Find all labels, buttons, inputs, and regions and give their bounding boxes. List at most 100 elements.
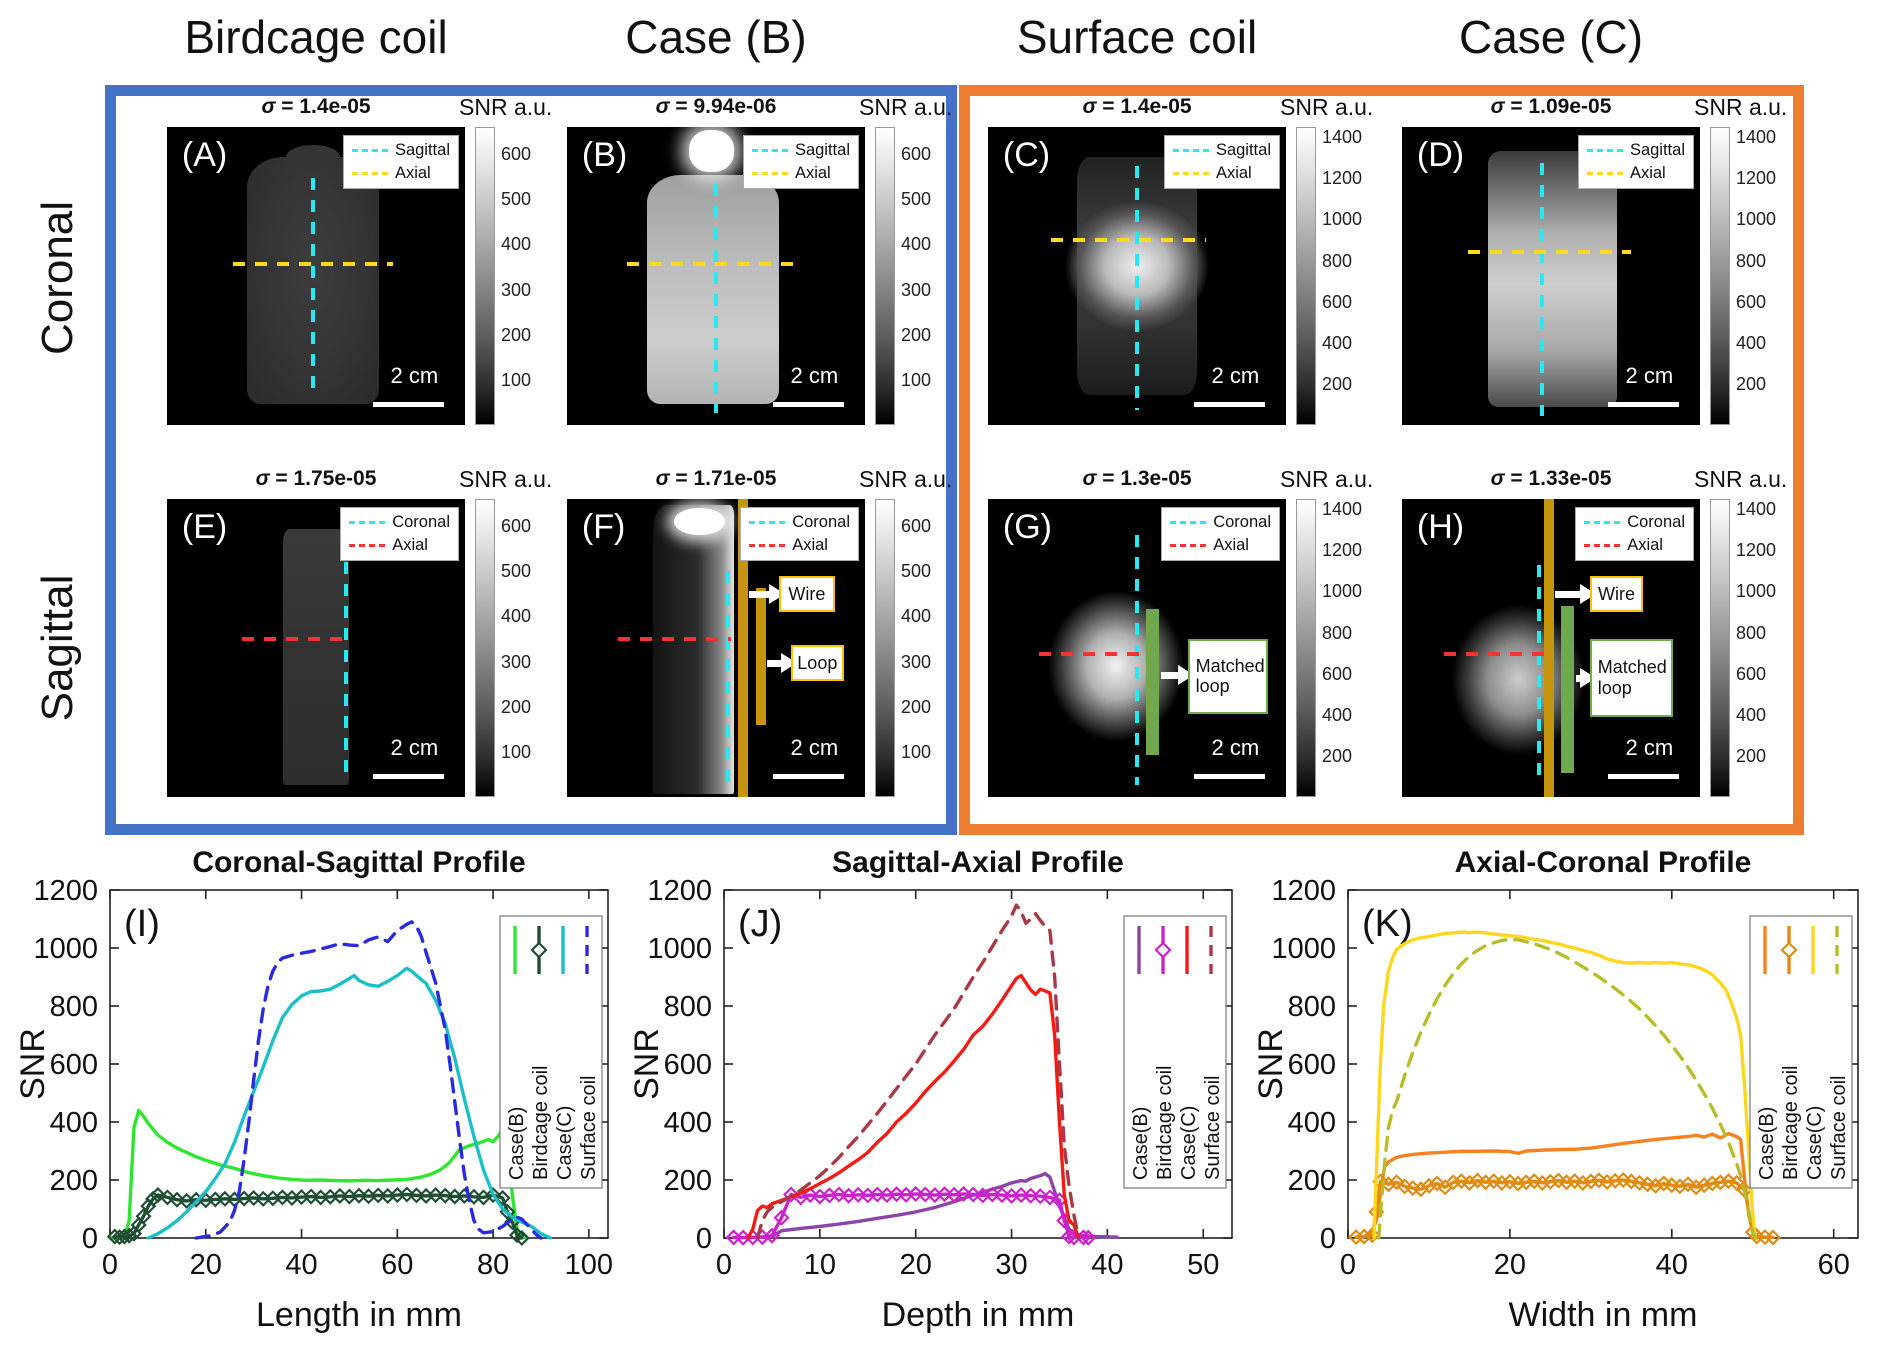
x-tick-label: 20	[900, 1249, 932, 1281]
colorbar-tick-label: 100	[901, 369, 932, 390]
scale-label: 2 cm	[390, 363, 439, 389]
dashed-line-sample	[349, 521, 386, 524]
sigma-label-a: σ = 1.4e-05	[261, 95, 371, 118]
y-tick-label: 800	[1288, 991, 1336, 1023]
chart-title: Sagittal-Axial Profile	[832, 846, 1124, 879]
sigma-label-b: σ = 9.94e-06	[655, 95, 777, 118]
bright-artifact-blob	[674, 507, 725, 535]
legend-entry: Sagittal	[751, 141, 850, 160]
legend-entry-label: Axial	[1629, 164, 1666, 182]
y-tick-label: 0	[1320, 1223, 1336, 1255]
chart-legend: Case(B) Birdcage coil Case(C) Surface coil	[1123, 915, 1227, 1189]
y-tick-label: 800	[664, 991, 712, 1023]
sigma-label-d: σ = 1.09e-05	[1490, 95, 1612, 118]
legend-entry: Axial	[749, 536, 850, 555]
panel-legend-g: Coronal Axial	[1161, 507, 1280, 561]
chart-sagittal-axial-profile: Sagittal-Axial Profile 0 10 20 30 40 50 0 200 400…	[632, 846, 1233, 1334]
x-tick-label: 100	[565, 1249, 613, 1281]
colorbar-tick-label: 300	[901, 279, 932, 300]
colorbar-tick-label: 1200	[1322, 540, 1363, 561]
legend-entry-label: Axial	[1215, 164, 1252, 182]
wire-callout-box: Wire	[778, 576, 836, 613]
mri-image-b: (B) Sagittal Axial 2 cm	[567, 127, 865, 425]
sigma-label-h: σ = 1.33e-05	[1490, 467, 1612, 490]
scale-bar	[1193, 774, 1266, 780]
dashed-line-sample	[1584, 521, 1621, 524]
colorbar-tick-label: 1000	[1322, 581, 1363, 602]
colorbar-tick-label: 200	[901, 324, 932, 345]
birdcage-caseb-group-box	[105, 85, 957, 835]
phantom-shape	[647, 174, 779, 405]
colorbar-tick-label: 1200	[1322, 168, 1363, 189]
x-tick-label: 80	[477, 1249, 509, 1281]
legend-entry: Axial	[349, 536, 450, 555]
colorbar-tick-label: 1400	[1322, 127, 1363, 148]
colorbar-tick-label: 800	[1322, 622, 1353, 643]
colorbar-tick-label: 800	[1736, 250, 1767, 271]
colorbar-tick-label: 500	[901, 189, 932, 210]
sagittal-coronal-cut-line	[1135, 165, 1139, 411]
axial-cut-line	[626, 262, 803, 267]
wire-callout-box: Wire	[1589, 576, 1644, 613]
scale-label: 2 cm	[1211, 363, 1260, 389]
axial-cut-line	[1038, 651, 1143, 656]
callout-text-line: Matched	[1195, 655, 1265, 676]
legend-entry-label: Birdcage coil	[1780, 1065, 1802, 1180]
colorbar-title-h: SNR a.u.	[1694, 466, 1788, 492]
y-axis-label: SNR	[18, 1028, 52, 1100]
scale-label: 2 cm	[790, 363, 839, 389]
colorbar-tick-label: 500	[501, 189, 532, 210]
y-tick-label: 1000	[1271, 933, 1336, 965]
y-tick-label: 600	[1288, 1049, 1336, 1081]
axial-cut-line	[1050, 238, 1206, 243]
dashed-line-sample	[1586, 172, 1623, 175]
legend-entry: Axial	[1584, 536, 1685, 555]
dashed-line-sample	[1172, 149, 1209, 152]
panel-letter-a: (A)	[181, 135, 228, 174]
callout-text-line: Wire	[788, 584, 826, 604]
dashed-line-sample	[751, 149, 788, 152]
colorbar-tick-label: 100	[501, 369, 532, 390]
dashed-line-sample	[1170, 521, 1207, 524]
scale-label: 2 cm	[390, 735, 439, 761]
colorbar-title-e: SNR a.u.	[459, 466, 553, 492]
colorbar-tick-label: 800	[1736, 622, 1767, 643]
legend-entry-label: Case(C)	[1178, 1106, 1200, 1180]
y-tick-label: 400	[50, 1107, 98, 1139]
sagittal-coronal-cut-line	[1537, 564, 1542, 783]
y-tick-label: 400	[664, 1107, 712, 1139]
panel-letter-b: (B)	[581, 135, 628, 174]
colorbar-g	[1296, 499, 1316, 797]
colorbar-tick-label: 600	[1736, 291, 1767, 312]
x-tick-label: 60	[1818, 1249, 1850, 1281]
series-markers-birdcage-coil	[1348, 1171, 1782, 1246]
scale-label: 2 cm	[790, 735, 839, 761]
colorbar-tick-label: 1400	[1322, 499, 1363, 520]
panel-letter-c: (C)	[1002, 135, 1051, 174]
mri-image-c: (C) Sagittal Axial 2 cm	[988, 127, 1286, 425]
dashed-line-sample	[1586, 149, 1623, 152]
chart-title: Coronal-Sagittal Profile	[192, 846, 525, 879]
scale-bar	[772, 402, 845, 408]
colorbar-tick-label: 600	[1322, 291, 1353, 312]
callout-text-line: Loop	[797, 652, 838, 673]
x-tick-label: 40	[1656, 1249, 1688, 1281]
legend-entry-label: Surface coil	[1202, 1076, 1224, 1181]
series-surface-coil	[194, 920, 543, 1240]
legend-entry-label: Case(C)	[554, 1106, 576, 1180]
colorbar-tick-label: 1000	[1736, 209, 1777, 230]
row-label-sagittal: Sagittal	[33, 574, 82, 722]
legend-entry-label: Surface coil	[1828, 1076, 1850, 1181]
colorbar-tick-label: 100	[501, 741, 532, 762]
dashed-line-sample	[749, 544, 786, 547]
matched-loop-callout-box: Matched loop	[1187, 639, 1269, 714]
colorbar-tick-label: 300	[501, 279, 532, 300]
series-markers-birdcage-coil	[106, 1186, 530, 1247]
x-tick-label: 20	[1494, 1249, 1526, 1281]
colorbar-tick-label: 1400	[1736, 127, 1777, 148]
y-tick-label: 1200	[1271, 875, 1336, 907]
legend-entry-label: Birdcage coil	[1154, 1065, 1176, 1180]
legend-entry: Coronal	[1170, 513, 1271, 532]
matched-loop-bar	[1561, 606, 1574, 774]
colorbar-tick-label: 300	[501, 651, 532, 672]
